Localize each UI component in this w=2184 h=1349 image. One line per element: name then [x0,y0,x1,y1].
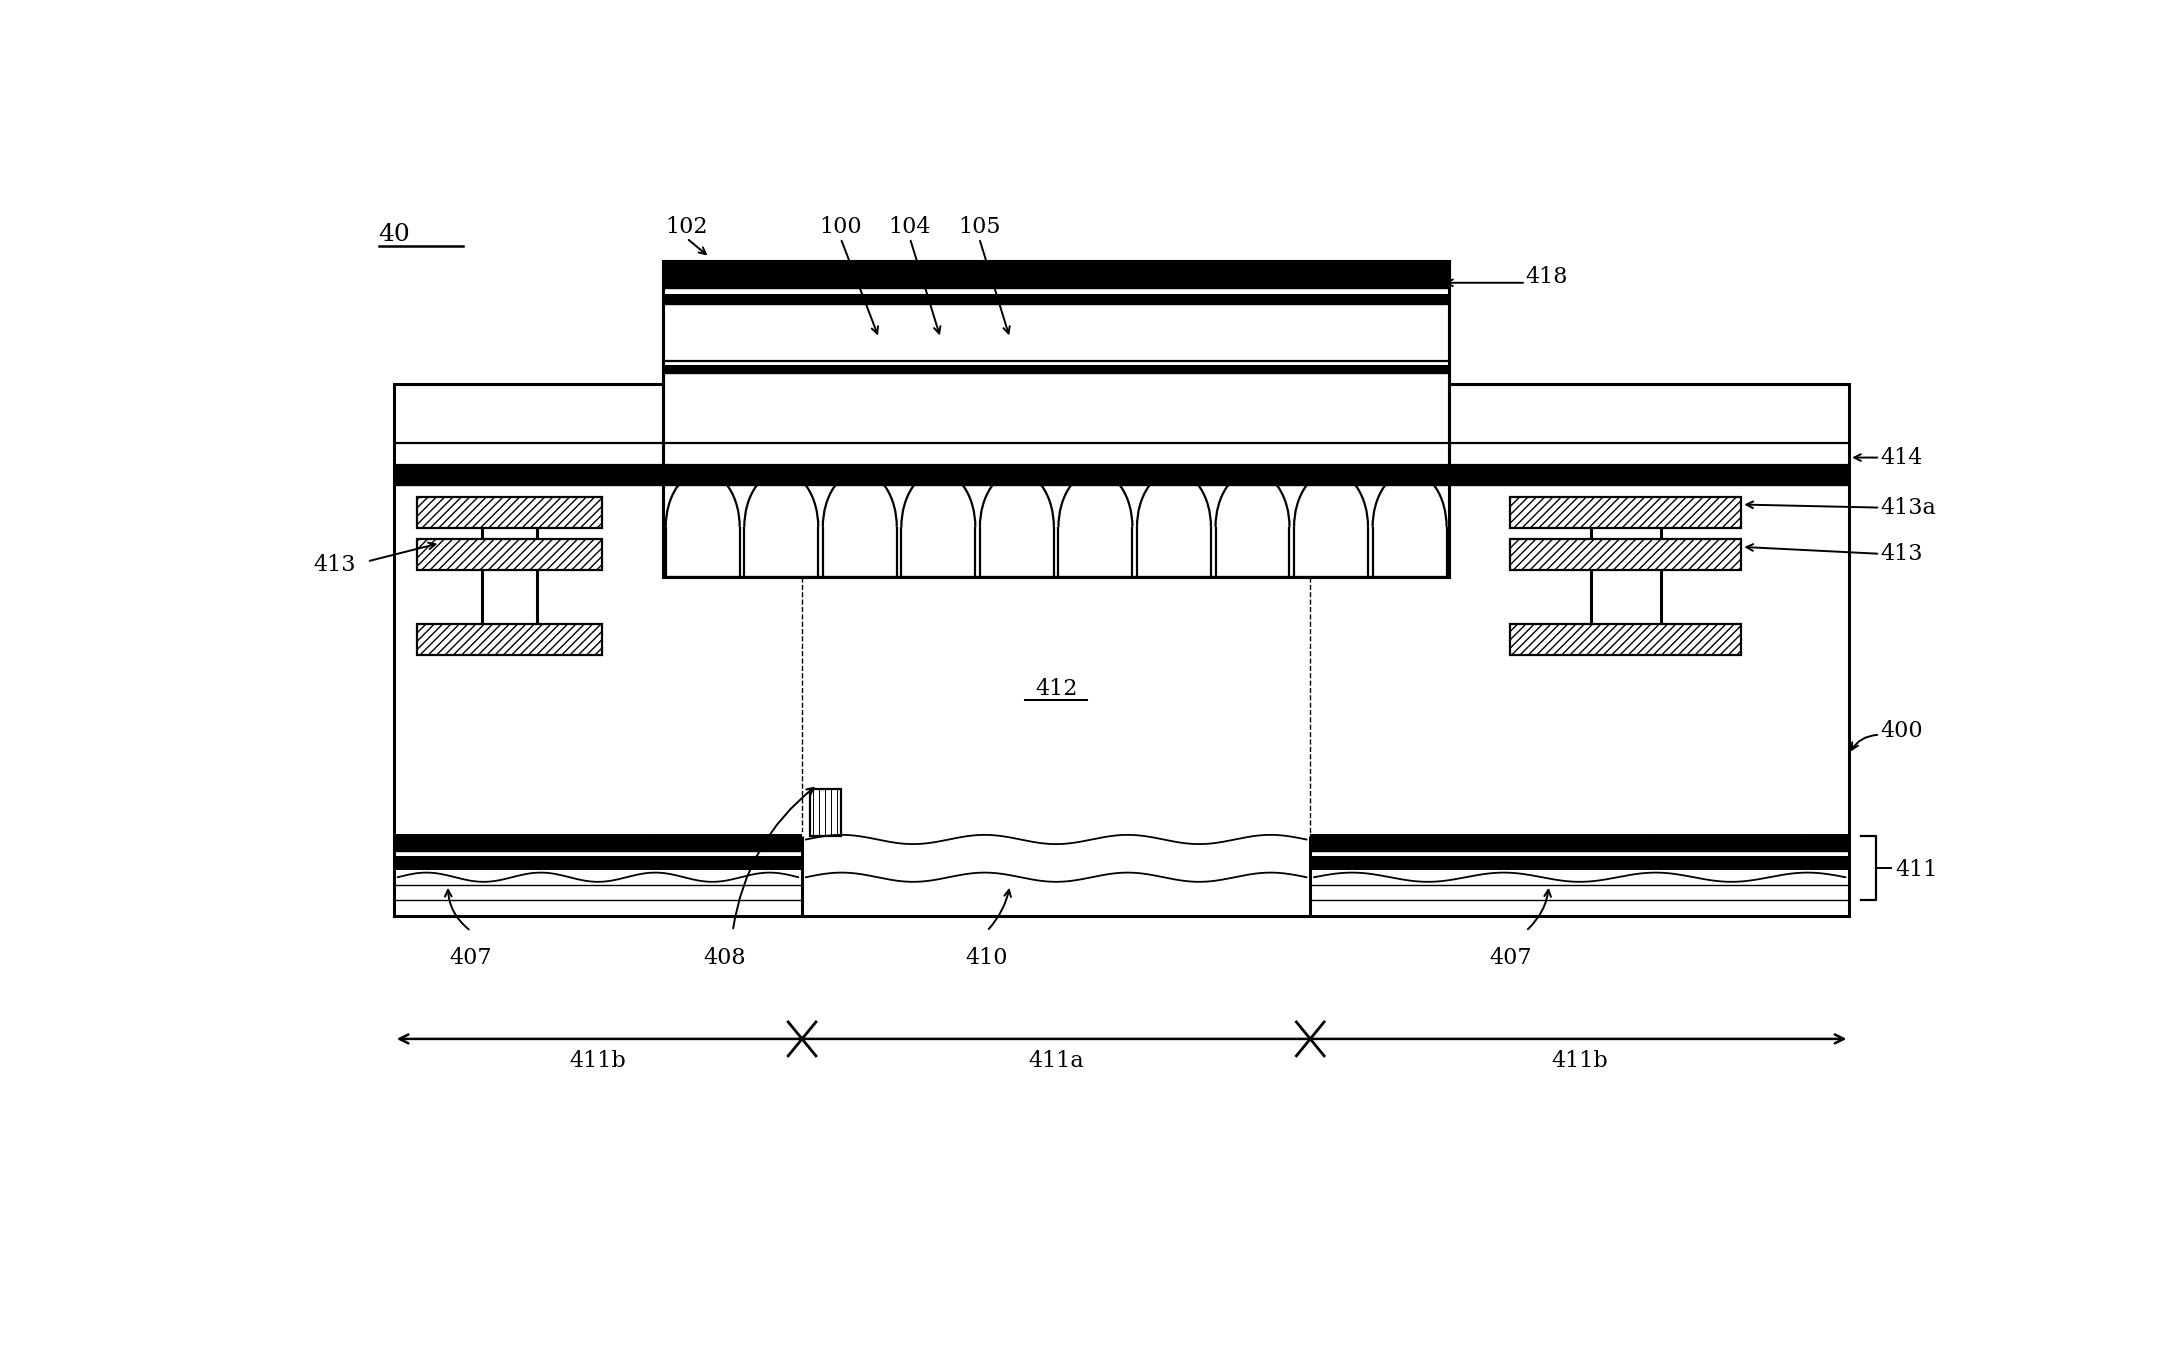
Text: 411b: 411b [570,1051,627,1072]
Bar [393,855,1850,870]
Bar [664,262,1448,289]
Bar [393,384,1850,916]
Bar [664,262,1448,577]
Text: 413: 413 [312,554,356,576]
Bar [810,789,841,835]
Text: 411b: 411b [1551,1051,1607,1072]
Bar [393,465,1850,484]
Bar [1511,623,1741,654]
Text: 418: 418 [1527,266,1568,289]
Bar [664,294,1448,304]
Text: 407: 407 [450,947,491,969]
Text: 408: 408 [703,947,747,969]
Text: 413a: 413a [1880,496,1935,518]
Bar [1511,496,1741,527]
Text: 411a: 411a [1029,1051,1083,1072]
Text: 411: 411 [1896,858,1937,881]
Bar [393,834,1850,851]
Bar [664,262,1448,577]
Bar [664,366,1448,372]
Text: 400: 400 [1880,720,1922,742]
Text: 407: 407 [1489,947,1531,969]
Text: 414: 414 [1880,447,1922,468]
Bar [417,623,603,654]
Text: 104: 104 [889,216,930,239]
Text: 413: 413 [1880,542,1922,565]
Text: 105: 105 [959,216,1000,239]
Bar [802,832,1310,916]
Text: 410: 410 [965,947,1009,969]
Bar [417,540,603,571]
Text: 102: 102 [666,216,708,239]
Text: 412: 412 [1035,679,1077,700]
Text: 100: 100 [819,216,863,239]
Bar [1511,540,1741,571]
Bar [417,496,603,527]
Text: 40: 40 [378,223,411,246]
